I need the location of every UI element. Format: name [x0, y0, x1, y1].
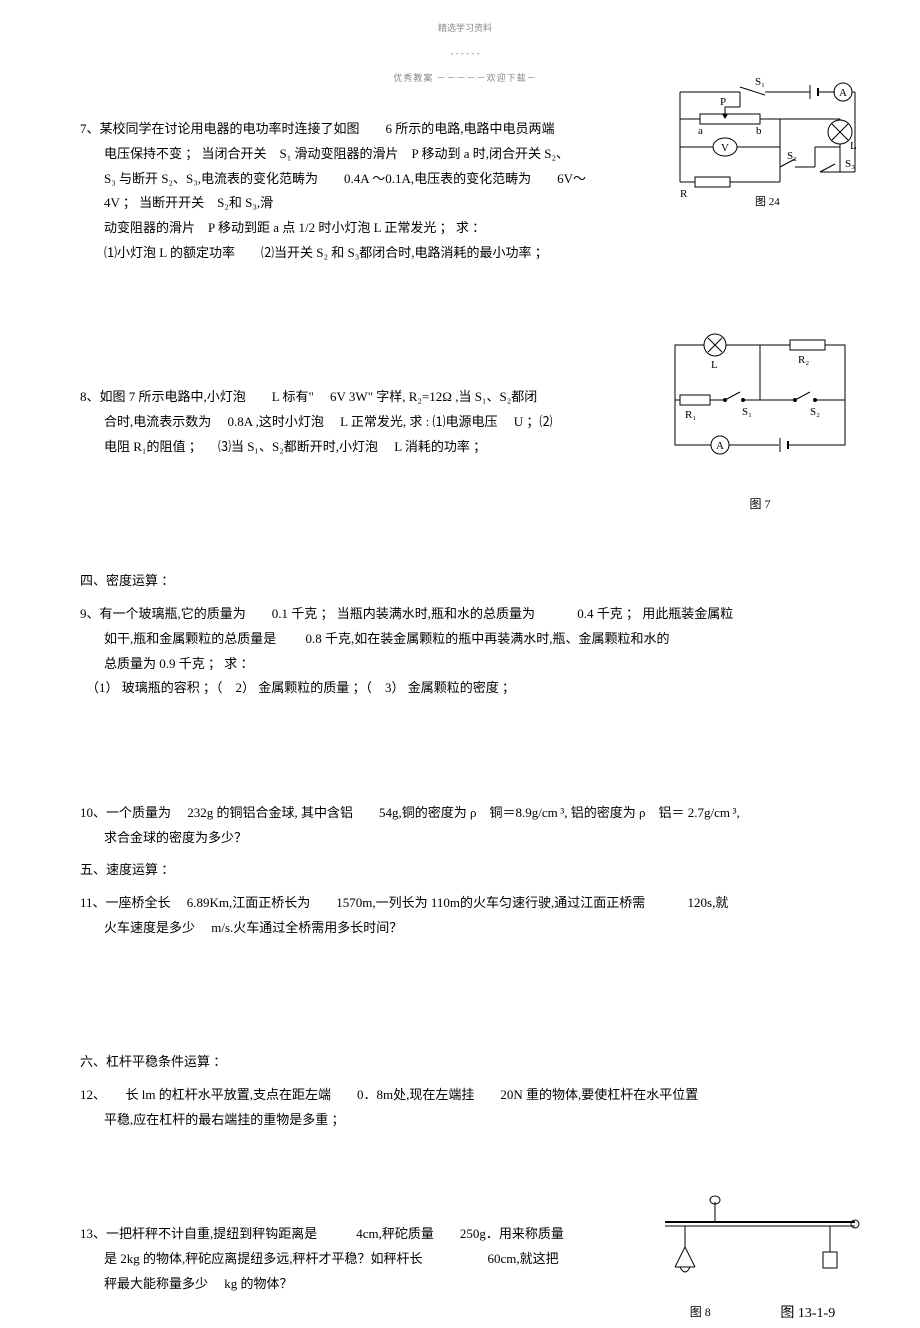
label-s3: S₃: [845, 158, 855, 170]
section-6-title: 六、杠杆平稳条件运算 ：: [80, 1050, 850, 1075]
circuit-fig7-svg: L R₂ R₁ S₁ S₂ A: [660, 330, 860, 480]
q12-l2: 平稳,应在杠杆的最右端挂的重物是多重 ；: [80, 1108, 850, 1133]
fig7-l: L: [711, 359, 718, 371]
circuit-fig24-svg: S₁ A P a b L: [670, 77, 860, 217]
q7-l5: 动变阻器的滑片 P 移动到距 a 点 1/2 时小灯泡 L 正常发光 ； 求 ：: [80, 216, 850, 241]
q12-l1: 长 lm 的杠杆水平放置,支点在距左端 0．8m处,现在左端挂 20N 重的物体…: [100, 1087, 699, 1102]
q13-l1: 一把杆秤不计自重,提纽到秤钩距离是 4cm,秤砣质量 250g．用来称质量: [106, 1226, 564, 1241]
q9-l4: （1） 玻璃瓶的容积 ；（ 2） 金属颗粒的质量 ；（ 3） 金属颗粒的密度 ；: [80, 676, 850, 701]
question-8: L R₂ R₁ S₁ S₂ A: [80, 385, 850, 459]
q9-l3: 总质量为 0.9 千克 ； 求 ：: [80, 652, 850, 677]
steelyard-svg: [655, 1192, 870, 1292]
q10-num: 10、: [80, 805, 106, 820]
question-12: 12、 长 lm 的杠杆水平放置,支点在距左端 0．8m处,现在左端挂 20N …: [80, 1083, 850, 1132]
q10-l2: 求合金球的密度为多少？: [80, 826, 850, 851]
label-l: L: [850, 140, 857, 152]
q11-l1: 一座桥全长 6.89Km,江面正桥长为 1570m,一列长为 110m的火车匀速…: [106, 895, 729, 910]
q12-num: 12、: [80, 1087, 100, 1102]
question-11: 11、一座桥全长 6.89Km,江面正桥长为 1570m,一列长为 110m的火…: [80, 891, 850, 940]
q9-l1: 有一个玻璃瓶,它的质量为 0.1 千克 ； 当瓶内装满水时,瓶和水的总质量为 0…: [100, 606, 734, 621]
label-r: R: [680, 188, 688, 200]
spacer: [80, 711, 850, 801]
label-s2: S₂: [787, 150, 797, 162]
q9-num: 9、: [80, 606, 100, 621]
spacer: [80, 970, 850, 1030]
figure-7: L R₂ R₁ S₁ S₂ A: [660, 330, 860, 510]
fig7-a: A: [716, 440, 724, 452]
top-header-line1: 精选学习资料: [80, 20, 850, 37]
question-7: S₁ A P a b L: [80, 117, 850, 265]
q7-l6: ⑴小灯泡 L 的额定功率 ⑵当开关 S₂ 和 S₃都闭合时,电路消耗的最小功率 …: [80, 241, 850, 266]
label-a: A: [839, 87, 847, 99]
q8-num: 8、: [80, 389, 100, 404]
label-a-pt: a: [698, 125, 703, 137]
q9-l2: 如干,瓶和金属颗粒的总质量是 0.8 千克,如在装金属颗粒的瓶中再装满水时,瓶、…: [80, 627, 850, 652]
fig7-r1: R₁: [685, 409, 696, 421]
question-10: 10、一个质量为 232g 的铜铝合金球, 其中含铝 54g,铜的密度为 ρ 铜…: [80, 801, 850, 850]
fig7-s1: S₁: [742, 406, 752, 418]
question-13: 图 8 图 13-1-9 13、一把杆秤不计自重,提纽到秤钩距离是 4cm,秤砣…: [80, 1222, 850, 1296]
label-b-pt: b: [756, 125, 762, 137]
section-5-title: 五、速度运算 ：: [80, 858, 850, 883]
fig8-label-right: 图 13-1-9: [780, 1301, 835, 1328]
fig8-label-left: 图 8: [690, 1301, 711, 1328]
q13-num: 13、: [80, 1226, 106, 1241]
q8-l1: 如图 7 所示电路中,小灯泡 L 标有" 6V 3W" 字样, R₂=12Ω ,…: [100, 389, 538, 404]
fig7-label: 图 7: [660, 493, 860, 516]
q11-num: 11、: [80, 895, 106, 910]
label-s1: S₁: [755, 77, 765, 88]
q11-l2: 火车速度是多少 m/s.火车通过全桥需用多长时间？: [80, 916, 850, 941]
label-v: V: [721, 142, 729, 154]
top-header-dashes: - - - - - -: [80, 45, 850, 62]
figure-8: 图 8 图 13-1-9: [655, 1192, 870, 1322]
q7-l1: 某校同学在讨论用电器的电功率时连接了如图 6 所示的电路,电路中电员两端: [100, 121, 555, 136]
label-p: P: [720, 96, 726, 108]
figure-24: S₁ A P a b L: [670, 77, 860, 217]
q7-num: 7、: [80, 121, 100, 136]
question-9: 9、有一个玻璃瓶,它的质量为 0.1 千克 ； 当瓶内装满水时,瓶和水的总质量为…: [80, 602, 850, 701]
fig7-r2: R₂: [798, 354, 809, 366]
fig24-label: 图 24: [755, 195, 780, 208]
section-4-title: 四、密度运算 ：: [80, 569, 850, 594]
fig7-s2: S₂: [810, 406, 820, 418]
q10-l1: 一个质量为 232g 的铜铝合金球, 其中含铝 54g,铜的密度为 ρ 铜＝8.…: [106, 805, 740, 820]
